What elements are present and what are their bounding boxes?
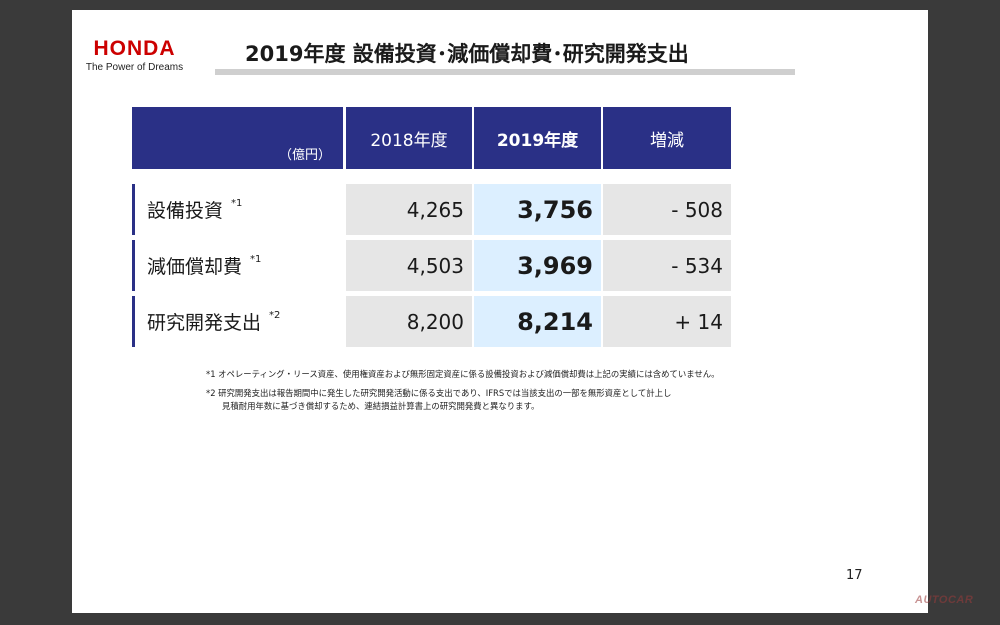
header-2018: 2018年度 [346,107,472,169]
footnote-2-line-2: 見積耐用年数に基づき償却するため、連結損益計算書上の研究開発費と異なります。 [222,401,540,411]
row-label-rnd: 研究開発支出 *2 [132,296,343,347]
cell-2019: 8,214 [474,296,601,347]
footnote-marker: *1 [250,254,262,265]
cell-2018: 4,503 [346,240,472,291]
header-unit-cell: （億円） [132,107,343,169]
header-change: 増減 [603,107,731,169]
footnotes: *1 オペレーティング・リース資産、使用権資産および無形固定資産に係る設備投資お… [206,368,720,419]
footnote-2-line-1: *2 研究開発支出は報告期間中に発生した研究開発活動に係る支出であり、IFRSで… [206,388,672,398]
honda-logo: HONDA The Power of Dreams [72,37,197,74]
slide-title: 2019年度 設備投資･減価償却費･研究開発支出 [245,42,689,66]
footnote-marker: *2 [269,310,281,321]
row-label-depreciation: 減価償却費 *1 [132,240,343,291]
footnote-marker: *1 [231,198,243,209]
logo-wordmark: HONDA [93,37,176,60]
row-label-text: 減価償却費 [147,256,243,278]
unit-label: （億円） [278,148,331,163]
cell-2018: 8,200 [346,296,472,347]
watermark: AUTOCAR [915,594,974,606]
footnote-2: *2 研究開発支出は報告期間中に発生した研究開発活動に係る支出であり、IFRSで… [206,387,720,413]
cell-change: - 534 [603,240,731,291]
row-label-capex: 設備投資 *1 [132,184,343,235]
footnote-1: *1 オペレーティング・リース資産、使用権資産および無形固定資産に係る設備投資お… [206,369,720,379]
title-underline [205,69,795,75]
logo-tagline: The Power of Dreams [85,62,184,73]
header-2019: 2019年度 [474,107,601,169]
cell-change: + 14 [603,296,731,347]
cell-change: - 508 [603,184,731,235]
cell-2018: 4,265 [346,184,472,235]
row-label-text: 設備投資 [147,200,224,222]
page-number: 17 [846,568,863,583]
row-label-text: 研究開発支出 [147,312,262,334]
cell-2019: 3,969 [474,240,601,291]
cell-2019: 3,756 [474,184,601,235]
